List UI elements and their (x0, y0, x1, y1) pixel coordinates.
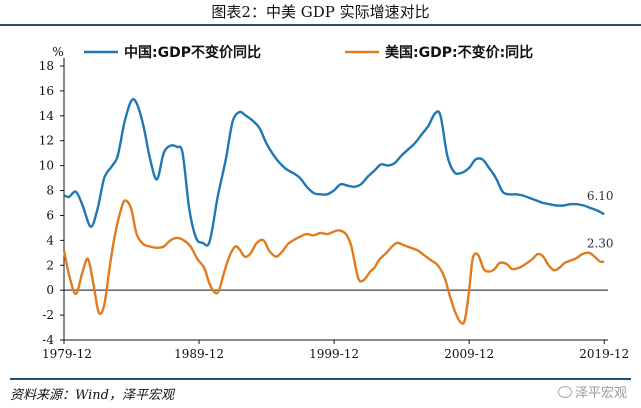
series-china-gdp-line (63, 98, 605, 247)
chart-title-bar: 图表2：中美 GDP 实际增速对比 (0, 0, 641, 26)
source-note: 资料来源：Wind，泽平宏观 (10, 378, 631, 403)
y-tick-label: -2 (42, 308, 54, 322)
y-tick-label: 2 (46, 258, 54, 272)
y-tick-label: 10 (39, 159, 54, 173)
legend-label-1: 中国:GDP不变价同比 (124, 44, 261, 61)
y-tick-label: 16 (39, 84, 54, 98)
chart-title: 图表2：中美 GDP 实际增速对比 (211, 3, 430, 21)
source-text: 资料来源：Wind，泽平宏观 (10, 388, 174, 403)
series-us-gdp-line (62, 199, 605, 325)
x-tick-label: 1979-12 (42, 347, 92, 361)
y-tick-label: 6 (46, 208, 54, 222)
y-tick-label: -4 (42, 333, 54, 347)
chart-legend: 中国:GDP不变价同比 美国:GDP:不变价:同比 (84, 44, 533, 61)
wechat-icon (557, 385, 572, 398)
series-china-gdp-end-label: 6.10 (587, 189, 614, 203)
x-tick-label: 2019-12 (579, 347, 629, 361)
y-tick-label: 12 (39, 134, 54, 148)
x-tick-label: 2009-12 (444, 347, 494, 361)
x-tick-label: 1999-12 (309, 347, 359, 361)
y-tick-label: 18 (39, 59, 54, 73)
chart-series: 6.10 2.30 (62, 98, 614, 325)
y-tick-label: 14 (39, 109, 55, 123)
watermark-text: 泽平宏观 (574, 386, 627, 401)
y-tick-label: 4 (46, 233, 54, 247)
y-tick-label: 8 (46, 184, 54, 198)
chart-axes: % -4 -2 0 2 4 6 8 10 12 14 16 18 1979-12 1989-12 1999-1… (39, 45, 629, 361)
y-tick-label: 0 (46, 283, 54, 297)
line-chart: % -4 -2 0 2 4 6 8 10 12 14 16 18 1979-12 1989-12 1999-1… (39, 44, 629, 361)
legend-label-2: 美国:GDP:不变价:同比 (385, 44, 533, 61)
watermark: 泽平宏观 (557, 382, 627, 401)
x-tick-label: 1989-12 (174, 347, 224, 361)
y-axis-unit: % (52, 45, 63, 59)
series-us-gdp-end-label: 2.30 (587, 237, 614, 251)
